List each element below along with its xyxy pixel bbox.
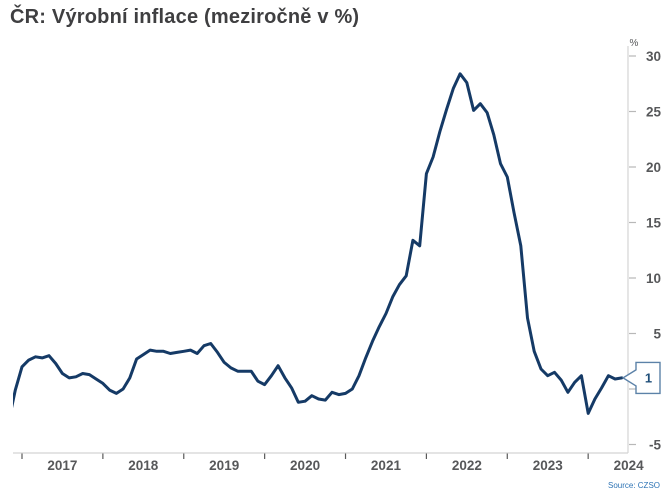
chart-title: ČR: Výrobní inflace (meziročně v %) bbox=[10, 6, 360, 28]
x-tick-label: 2017 bbox=[47, 458, 77, 473]
y-tick-label: 5 bbox=[653, 327, 661, 342]
source-label: Source: CZSO bbox=[607, 481, 660, 490]
x-tick-label: 2021 bbox=[371, 458, 402, 473]
y-tick-label: 15 bbox=[646, 216, 662, 231]
y-tick-label: 25 bbox=[646, 105, 662, 120]
y-tick-label: 20 bbox=[646, 160, 661, 175]
latest-value-callout-label: 1 bbox=[645, 370, 652, 385]
x-tick-label: 2023 bbox=[533, 458, 564, 473]
y-axis-unit-label: % bbox=[630, 38, 639, 49]
x-tick-label: 2022 bbox=[452, 458, 482, 473]
producer-inflation-line bbox=[13, 72, 624, 415]
x-tick-label: 2018 bbox=[128, 458, 159, 473]
x-tick-label: 2020 bbox=[290, 458, 320, 473]
y-tick-label: -5 bbox=[649, 438, 661, 453]
y-tick-label: 30 bbox=[646, 49, 661, 64]
y-tick-label: 10 bbox=[646, 271, 661, 286]
x-tick-label: 2024 bbox=[614, 458, 645, 473]
latest-value-callout bbox=[621, 361, 661, 395]
x-tick-label: 2019 bbox=[209, 458, 239, 473]
